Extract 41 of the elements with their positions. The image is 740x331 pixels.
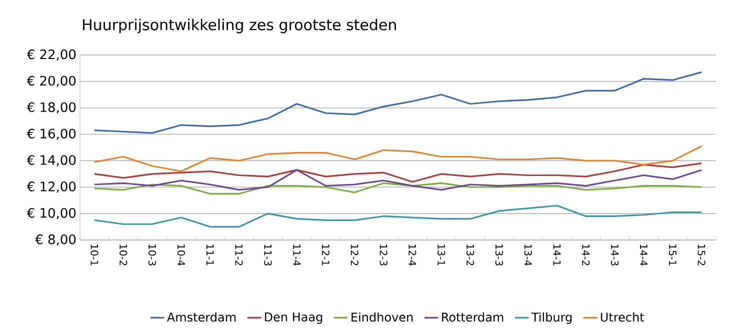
x-tick-label: 12-1 [322, 244, 330, 266]
y-tick-label: € 20,00 [26, 76, 76, 87]
x-tick-label: 12-3 [380, 244, 388, 266]
x-tick-label: 13-4 [524, 244, 532, 266]
x-tick-label: 10-2 [120, 244, 128, 266]
y-tick-label: € 16,00 [26, 128, 76, 140]
line-series [94, 169, 702, 191]
legend-label: Den Haag [264, 312, 322, 324]
y-tick-label: € 10,00 [26, 208, 76, 220]
x-tick-label: 13-2 [466, 244, 474, 266]
x-tick-label: 14-1 [553, 244, 561, 266]
legend-label: Amsterdam [167, 312, 236, 322]
x-tick-label: 11-4 [293, 244, 300, 266]
legend-label: Eindhoven [352, 312, 413, 322]
x-tick-label: 14-2 [582, 244, 590, 266]
x-tick-label: 14-3 [611, 244, 619, 266]
x-tick-label: 11-3 [264, 244, 272, 266]
chart-title: Huurprijsontwikkeling zes grootste steden [83, 18, 396, 34]
line-series [94, 71, 702, 134]
x-tick-label: 11-1 [206, 244, 214, 266]
x-tick-label: 13-1 [438, 244, 446, 266]
line-series [94, 182, 702, 195]
legend-label: Utrecht [600, 312, 644, 322]
legend-label: Tilburg [531, 312, 572, 324]
x-tick-label: 12-4 [408, 244, 416, 266]
x-tick-label: 15-2 [698, 244, 706, 266]
x-tick-label: 13-3 [495, 244, 503, 266]
x-tick-label: 10-3 [148, 244, 156, 266]
x-tick-label: 10-1 [90, 244, 98, 266]
x-tick-label: 10-4 [177, 244, 185, 266]
x-tick-label: 12-2 [350, 244, 358, 266]
y-tick-label: € 18,00 [26, 102, 76, 114]
y-tick-label: € 22,00 [26, 49, 76, 61]
y-tick-label: € 14,00 [26, 155, 76, 166]
x-tick-label: 11-2 [235, 244, 243, 266]
y-tick-label: € 12,00 [26, 182, 76, 193]
x-tick-label: 14-4 [640, 244, 648, 266]
x-tick-label: 15-1 [668, 244, 676, 266]
y-tick-label: € 8,00 [35, 234, 76, 246]
legend-label: Rotterdam [442, 312, 504, 322]
line-series [94, 145, 702, 172]
